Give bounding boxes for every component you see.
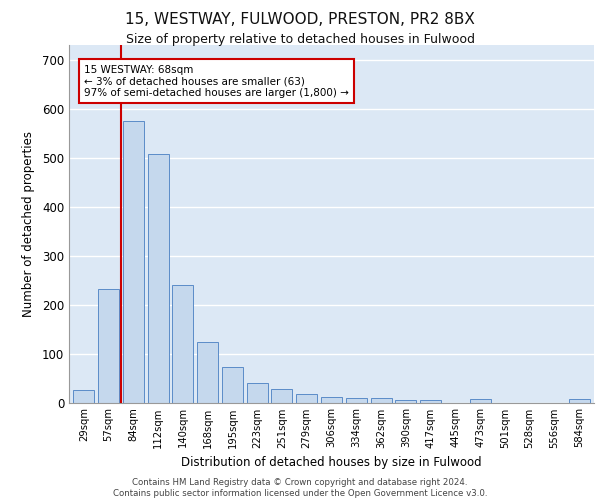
- Text: 15, WESTWAY, FULWOOD, PRESTON, PR2 8BX: 15, WESTWAY, FULWOOD, PRESTON, PR2 8BX: [125, 12, 475, 28]
- Bar: [569, 399, 590, 402]
- Bar: [73, 390, 94, 402]
- Bar: [197, 342, 218, 402]
- Text: Contains HM Land Registry data © Crown copyright and database right 2024.
Contai: Contains HM Land Registry data © Crown c…: [113, 478, 487, 498]
- X-axis label: Distribution of detached houses by size in Fulwood: Distribution of detached houses by size …: [181, 456, 482, 469]
- Bar: [123, 121, 144, 402]
- Bar: [321, 396, 342, 402]
- Bar: [247, 383, 268, 402]
- Bar: [296, 394, 317, 402]
- Bar: [172, 285, 193, 403]
- Text: 15 WESTWAY: 68sqm
← 3% of detached houses are smaller (63)
97% of semi-detached : 15 WESTWAY: 68sqm ← 3% of detached house…: [84, 64, 349, 98]
- Bar: [222, 367, 243, 402]
- Bar: [395, 400, 416, 402]
- Bar: [346, 398, 367, 402]
- Bar: [271, 390, 292, 402]
- Bar: [98, 289, 119, 403]
- Bar: [470, 398, 491, 402]
- Bar: [420, 400, 441, 402]
- Bar: [148, 154, 169, 402]
- Y-axis label: Number of detached properties: Number of detached properties: [22, 130, 35, 317]
- Bar: [371, 398, 392, 402]
- Text: Size of property relative to detached houses in Fulwood: Size of property relative to detached ho…: [125, 32, 475, 46]
